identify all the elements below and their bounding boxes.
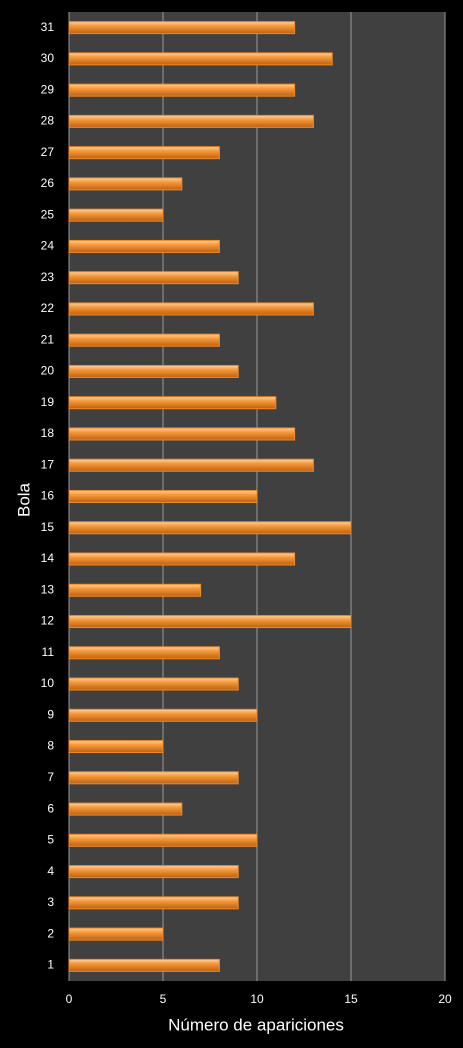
- y-tick-label: 8: [47, 739, 54, 753]
- bar: [68, 927, 164, 941]
- y-tick-label: 11: [42, 645, 55, 659]
- x-tick-label: 5: [160, 992, 167, 1006]
- bar: [68, 552, 296, 566]
- y-tick-label: 3: [47, 895, 54, 909]
- bar: [68, 677, 239, 691]
- bar: [68, 802, 183, 816]
- bar: [68, 615, 352, 629]
- bar: [68, 333, 220, 347]
- y-tick-label: 31: [41, 20, 55, 34]
- bar: [68, 427, 296, 441]
- bar: [68, 177, 183, 191]
- bar: [68, 521, 352, 535]
- y-tick-label: 6: [47, 801, 54, 815]
- y-tick-label: 21: [41, 332, 55, 346]
- bar: [68, 833, 258, 847]
- y-tick-label: 7: [47, 770, 54, 784]
- bar: [68, 271, 239, 285]
- y-tick-label: 9: [47, 707, 54, 721]
- bar: [68, 490, 258, 503]
- y-tick-label: 16: [41, 489, 55, 503]
- y-tick-label: 15: [41, 520, 55, 534]
- x-axis-title: Número de apariciones: [168, 1015, 344, 1034]
- x-tick-label: 0: [66, 992, 73, 1006]
- bar: [68, 114, 314, 128]
- y-tick-label: 12: [41, 614, 55, 628]
- bar: [68, 646, 220, 660]
- y-tick-label: 20: [41, 364, 55, 378]
- bar: [68, 239, 220, 253]
- y-tick-label: 25: [41, 207, 55, 221]
- bar: [68, 52, 333, 66]
- y-tick-label: 2: [47, 926, 54, 940]
- bar: [68, 896, 239, 910]
- y-axis-title: Bola: [14, 482, 33, 517]
- y-tick-label: 30: [41, 51, 55, 65]
- y-tick-label: 26: [41, 176, 55, 190]
- y-tick-label: 28: [41, 114, 55, 128]
- bar: [68, 302, 314, 316]
- y-tick-label: 17: [41, 457, 55, 471]
- x-tick-label: 15: [344, 992, 358, 1006]
- y-tick-label: 22: [41, 301, 55, 315]
- bar: [68, 708, 258, 722]
- y-tick-label: 4: [47, 864, 54, 878]
- bar: [68, 740, 164, 754]
- bar: [68, 458, 314, 472]
- bar: [68, 21, 296, 35]
- bar: [68, 208, 164, 222]
- y-tick-label: 18: [41, 426, 55, 440]
- x-tick-label: 20: [438, 992, 452, 1006]
- bar: [68, 396, 277, 410]
- y-tick-label: 14: [41, 551, 55, 565]
- y-tick-label: 5: [47, 833, 54, 847]
- y-tick-label: 29: [41, 82, 55, 96]
- y-tick-label: 27: [41, 145, 55, 159]
- y-tick-label: 10: [41, 676, 55, 690]
- y-tick-label: 24: [41, 239, 55, 253]
- bar: [68, 865, 239, 879]
- x-tick-label: 10: [250, 992, 264, 1006]
- y-tick-label: 13: [41, 582, 55, 596]
- bar: [68, 771, 239, 785]
- y-tick-label: 1: [47, 958, 54, 972]
- bar: [68, 958, 220, 972]
- y-tick-label: 23: [41, 270, 55, 284]
- bar: [68, 364, 239, 378]
- bar: [68, 83, 296, 97]
- bar: [68, 583, 202, 597]
- y-tick-label: 19: [41, 395, 55, 409]
- bar: [68, 146, 220, 160]
